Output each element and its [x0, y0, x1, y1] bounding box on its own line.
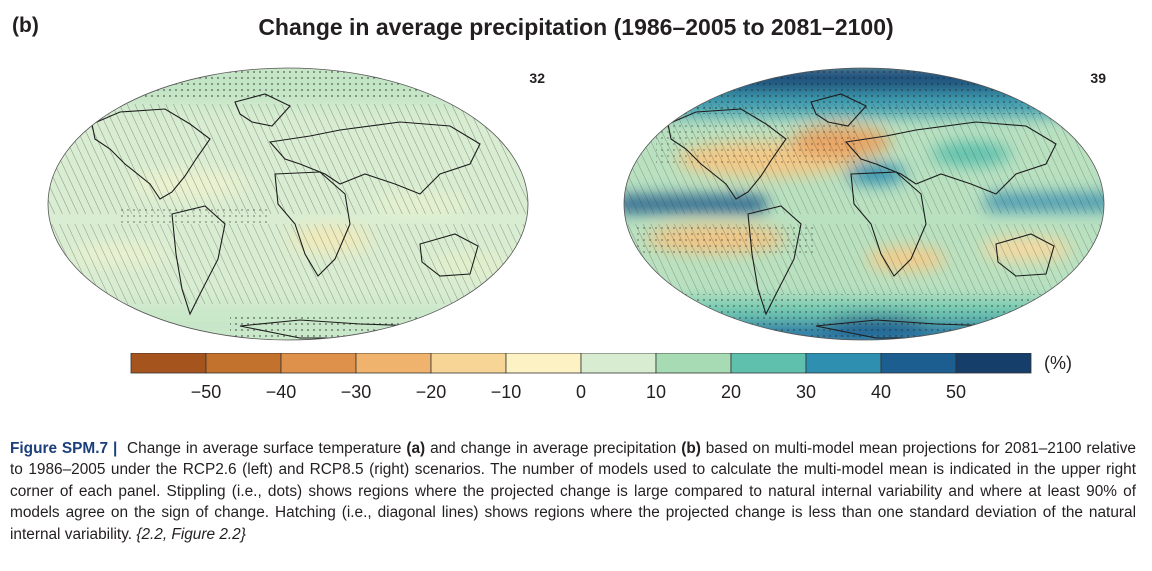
- caption-text-3: based on multi-model mean projections fo…: [10, 440, 1136, 543]
- colorbar-swatch: [355, 353, 432, 374]
- caption-reference: {2.2, Figure 2.2}: [136, 525, 246, 543]
- colorbar-tick-label: 0: [576, 382, 586, 402]
- precipitation-map-rcp85: [576, 64, 1152, 348]
- colorbar-unit: (%): [1044, 353, 1072, 373]
- colorbar-tick-label: −20: [416, 382, 447, 402]
- colorbar-swatch: [730, 353, 807, 374]
- colorbar-swatch: [505, 353, 582, 374]
- colorbar: −50 −40 −30 −20 −10 0 10 20 30 40 50: [130, 353, 1032, 402]
- colorbar-tick-label: 40: [871, 382, 891, 402]
- panel-label: (b): [12, 14, 39, 37]
- colorbar-swatch: [955, 353, 1032, 374]
- colorbar-swatch: [880, 353, 957, 374]
- colorbar-swatch: [430, 353, 507, 374]
- colorbar-tick-label: 20: [721, 382, 741, 402]
- model-count-right: 39: [1090, 70, 1106, 86]
- figure-title: Change in average precipitation (1986–20…: [258, 14, 894, 40]
- colorbar-swatch: [805, 353, 882, 374]
- caption-text-1: Change in average surface temperature: [127, 440, 402, 457]
- colorbar-tick-label: 10: [646, 382, 666, 402]
- caption-label: Figure SPM.7 |: [10, 440, 118, 457]
- colorbar-tick-label: −30: [341, 382, 372, 402]
- colorbar-swatch: [580, 353, 657, 374]
- colorbar-swatch: [655, 353, 732, 374]
- colorbar-swatch: [280, 353, 357, 374]
- caption-a: (a): [406, 440, 426, 457]
- colorbar-swatch: [205, 353, 282, 374]
- model-count-left: 32: [529, 70, 545, 86]
- figure-caption: Figure SPM.7 | Change in average surface…: [10, 438, 1136, 545]
- colorbar-tick-label: −10: [491, 382, 522, 402]
- colorbar-tick-label: −50: [191, 382, 222, 402]
- colorbar-swatch: [130, 353, 207, 374]
- precipitation-map-rcp26: [0, 64, 576, 348]
- caption-text-2: and change in average precipitation: [430, 440, 677, 457]
- caption-b: (b): [681, 440, 701, 457]
- colorbar-tick-label: 30: [796, 382, 816, 402]
- colorbar-tick-label: 50: [946, 382, 966, 402]
- colorbar-tick-label: −40: [266, 382, 297, 402]
